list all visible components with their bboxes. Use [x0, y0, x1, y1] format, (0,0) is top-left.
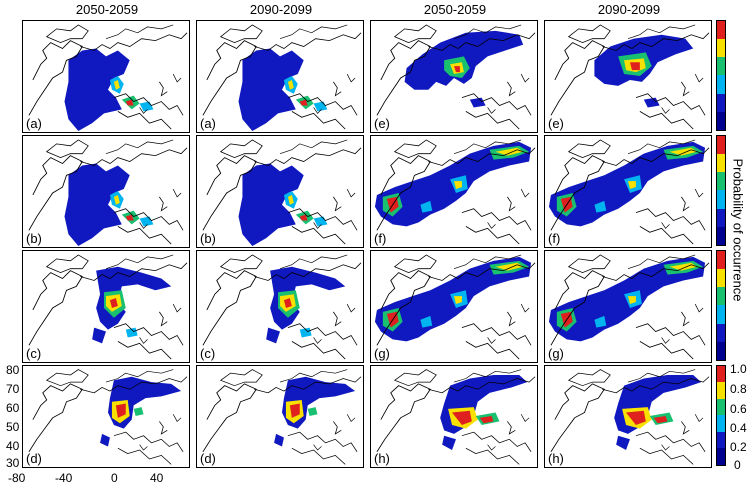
map-panel: (b) — [22, 135, 190, 248]
panel-label: (a) — [26, 116, 42, 131]
colorbar-band — [717, 208, 725, 227]
panel-label: (h) — [374, 451, 390, 466]
map-panel: (e) — [370, 20, 538, 133]
map-panel: (c) — [22, 250, 190, 363]
colorbar-tick: 0 — [734, 458, 741, 472]
column-title-3: 2050-2059 — [423, 2, 487, 17]
panel-label: (f) — [374, 231, 387, 246]
colorbar-band — [717, 398, 725, 416]
map-graphic — [202, 254, 362, 360]
panel-label: (a) — [200, 116, 216, 131]
map-graphic — [548, 254, 710, 360]
panel-label: (f) — [548, 231, 561, 246]
map-panel: (g) — [370, 250, 538, 363]
colorbar-middle-2 — [716, 250, 726, 361]
latitude-tick: 60 — [6, 401, 20, 415]
map-graphic — [28, 24, 188, 132]
longitude-tick: -40 — [55, 471, 73, 485]
latitude-tick: 40 — [6, 439, 20, 453]
map-panel: (a) — [22, 20, 190, 133]
colorbar-band — [717, 226, 725, 245]
colorbar-middle-1 — [716, 135, 726, 246]
colorbar-band — [717, 172, 725, 191]
longitude-tick: 40 — [150, 471, 164, 485]
colorbar-tick: 0.4 — [730, 421, 747, 435]
map-graphic — [548, 139, 710, 245]
colorbar-band — [717, 305, 725, 324]
map-panel: (f) — [544, 135, 712, 248]
colorbar-band — [717, 287, 725, 306]
colorbar-band — [717, 57, 725, 76]
colorbar-band — [717, 431, 725, 449]
colorbar-band — [717, 382, 725, 399]
map-graphic — [376, 369, 536, 465]
column-title-4: 2090-2099 — [597, 2, 661, 17]
column-title-2: 2090-2099 — [249, 2, 313, 17]
colorbar-tick: 1.0 — [730, 362, 747, 376]
panel-label: (g) — [548, 346, 564, 361]
colorbar-band — [717, 190, 725, 209]
latitude-tick: 50 — [6, 420, 20, 434]
panel-label: (e) — [374, 116, 390, 131]
longitude-tick: -80 — [8, 471, 26, 485]
panel-label: (b) — [200, 231, 216, 246]
latitude-tick: 30 — [6, 456, 20, 470]
map-graphic — [550, 24, 710, 130]
colorbar-band — [717, 93, 725, 112]
latitude-tick: 80 — [6, 363, 20, 377]
map-graphic — [28, 369, 188, 465]
map-graphic — [376, 24, 536, 130]
colorbar-band — [717, 251, 725, 270]
colorbar-band — [717, 111, 725, 130]
colorbar-title: Probability of occurrence — [728, 140, 748, 320]
colorbar-band — [717, 269, 725, 288]
panel-label: (c) — [200, 346, 216, 361]
colorbar-band — [717, 154, 725, 173]
colorbar-band — [717, 75, 725, 94]
panel-label: (d) — [26, 451, 42, 466]
map-graphic — [202, 139, 362, 247]
longitude-tick: 0 — [111, 471, 118, 485]
map-graphic — [374, 139, 536, 245]
colorbar-band — [717, 21, 725, 40]
colorbar-band — [717, 39, 725, 58]
panel-label: (d) — [200, 451, 216, 466]
colorbar-band — [717, 415, 725, 432]
map-panel: (f) — [370, 135, 538, 248]
colorbar-tick: 0.6 — [730, 402, 747, 416]
panel-label: (h) — [548, 451, 564, 466]
colorbar-top — [716, 20, 726, 131]
map-graphic — [28, 139, 188, 247]
map-panel: (h) — [370, 365, 538, 468]
colorbar-bottom — [716, 365, 726, 466]
colorbar-tick: 0.2 — [730, 440, 747, 454]
colorbar-tick: 0.8 — [730, 382, 747, 396]
map-graphic — [202, 369, 362, 465]
map-graphic — [550, 369, 710, 465]
panel-label: (e) — [548, 116, 564, 131]
map-panel: (b) — [196, 135, 364, 248]
map-panel: (e) — [544, 20, 712, 133]
panel-label: (g) — [374, 346, 390, 361]
map-graphic — [374, 254, 536, 360]
map-panel: (c) — [196, 250, 364, 363]
colorbar-band — [717, 366, 725, 383]
map-panel: (d) — [22, 365, 190, 468]
map-panel: (g) — [544, 250, 712, 363]
colorbar-band — [717, 448, 725, 465]
colorbar-title-text: Probability of occurrence — [730, 158, 746, 302]
map-graphic — [202, 24, 362, 132]
colorbar-band — [717, 341, 725, 360]
map-panel: (d) — [196, 365, 364, 468]
map-panel: (h) — [544, 365, 712, 468]
panel-label: (b) — [26, 231, 42, 246]
panel-label: (c) — [26, 346, 42, 361]
column-title-1: 2050-2059 — [75, 2, 139, 17]
colorbar-band — [717, 323, 725, 342]
colorbar-band — [717, 136, 725, 155]
map-graphic — [28, 254, 188, 360]
latitude-tick: 70 — [6, 382, 20, 396]
map-panel: (a) — [196, 20, 364, 133]
